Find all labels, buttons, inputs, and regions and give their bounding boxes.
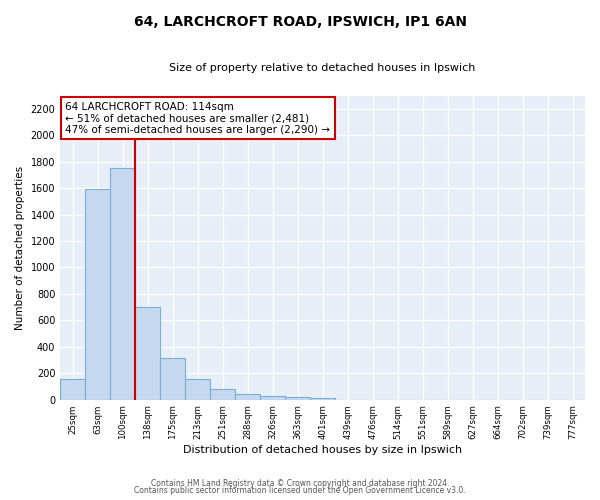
- Bar: [185, 378, 210, 400]
- Bar: [210, 389, 235, 400]
- Bar: [260, 396, 285, 400]
- Title: Size of property relative to detached houses in Ipswich: Size of property relative to detached ho…: [169, 62, 476, 72]
- Text: Contains HM Land Registry data © Crown copyright and database right 2024.: Contains HM Land Registry data © Crown c…: [151, 478, 449, 488]
- Text: Contains public sector information licensed under the Open Government Licence v3: Contains public sector information licen…: [134, 486, 466, 495]
- Text: 64 LARCHCROFT ROAD: 114sqm
← 51% of detached houses are smaller (2,481)
47% of s: 64 LARCHCROFT ROAD: 114sqm ← 51% of deta…: [65, 102, 331, 135]
- Bar: [110, 168, 135, 400]
- Bar: [135, 307, 160, 400]
- Bar: [235, 394, 260, 400]
- Y-axis label: Number of detached properties: Number of detached properties: [15, 166, 25, 330]
- Bar: [85, 190, 110, 400]
- Text: 64, LARCHCROFT ROAD, IPSWICH, IP1 6AN: 64, LARCHCROFT ROAD, IPSWICH, IP1 6AN: [133, 15, 467, 29]
- X-axis label: Distribution of detached houses by size in Ipswich: Distribution of detached houses by size …: [183, 445, 462, 455]
- Bar: [285, 397, 310, 400]
- Bar: [160, 358, 185, 400]
- Bar: [60, 378, 85, 400]
- Bar: [310, 398, 335, 400]
